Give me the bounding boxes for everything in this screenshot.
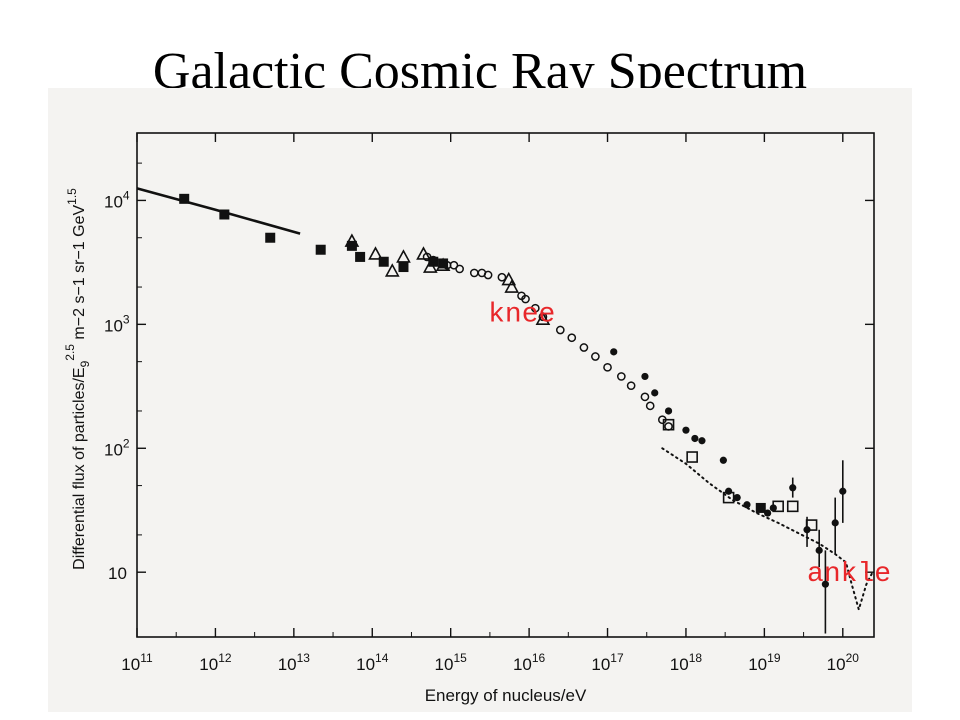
data-point-open-square xyxy=(772,500,784,513)
data-point-open-circle xyxy=(483,270,493,280)
x-tick-label: 1019 xyxy=(748,651,781,674)
data-point-filled-square xyxy=(378,256,389,267)
annotation-knee: knee xyxy=(488,300,555,331)
data-point-filled-square xyxy=(355,251,366,262)
x-tick-label: 1013 xyxy=(278,651,311,674)
data-point-open-triangle xyxy=(435,257,451,272)
x-tick-label: 1016 xyxy=(513,651,546,674)
data-point-filled-circle xyxy=(789,484,797,492)
data-point-filled-circle xyxy=(743,501,751,509)
data-point-filled-circle xyxy=(610,348,618,356)
data-point-filled-circle xyxy=(733,493,741,502)
data-point-open-square xyxy=(805,519,818,531)
data-point-filled-square xyxy=(179,193,190,204)
data-point-open-circle xyxy=(616,372,626,381)
annotation-ankle: ankle xyxy=(807,559,891,590)
data-point-filled-square xyxy=(755,502,766,513)
data-point-filled-square xyxy=(438,258,449,269)
data-point-open-square xyxy=(686,451,698,463)
data-point-filled-circle xyxy=(764,509,772,517)
x-tick-label: 1020 xyxy=(827,651,860,674)
data-point-open-circle xyxy=(640,392,650,402)
data-point-filled-square xyxy=(315,244,326,255)
data-point-open-circle xyxy=(455,264,464,274)
y-tick-label: 104 xyxy=(104,188,130,211)
data-point-filled-circle xyxy=(641,372,649,381)
data-point-open-triangle xyxy=(396,249,411,263)
data-point-filled-circle xyxy=(691,434,699,443)
y-axis-label: Differential flux of particles/E92.5 m−2… xyxy=(63,188,92,570)
data-point-filled-circle xyxy=(698,437,706,445)
data-point-filled-circle xyxy=(725,487,733,495)
data-point-open-circle xyxy=(521,294,530,304)
x-tick-label: 1014 xyxy=(356,651,389,674)
data-point-open-circle xyxy=(626,381,636,391)
data-point-open-triangle xyxy=(344,233,360,247)
data-point-open-circle xyxy=(591,352,600,361)
data-point-filled-square xyxy=(428,256,439,267)
data-point-open-square xyxy=(786,500,799,513)
data-point-open-circle xyxy=(530,303,540,313)
data-point-filled-circle xyxy=(831,519,839,527)
data-point-open-triangle xyxy=(384,263,400,277)
data-point-open-triangle xyxy=(504,279,520,293)
data-point-filled-square xyxy=(265,232,276,243)
x-tick-label: 1015 xyxy=(435,651,468,674)
x-tick-label: 1011 xyxy=(121,651,153,674)
data-point-open-circle xyxy=(538,312,548,322)
y-tick-label: 102 xyxy=(104,436,130,459)
data-point-open-square xyxy=(722,491,735,504)
data-point-filled-circle xyxy=(839,487,847,495)
data-points xyxy=(179,193,847,634)
data-point-open-circle xyxy=(567,333,577,343)
data-point-filled-square xyxy=(219,209,230,220)
x-tick-label: 1017 xyxy=(591,651,624,674)
data-point-open-circle xyxy=(469,268,479,278)
data-point-filled-circle xyxy=(664,407,673,415)
data-point-open-circle xyxy=(645,401,655,411)
data-point-open-circle xyxy=(497,272,507,282)
y-tick-label: 103 xyxy=(104,312,130,335)
data-point-filled-circle xyxy=(815,546,823,554)
data-point-open-square xyxy=(662,418,675,431)
data-point-filled-circle xyxy=(821,580,829,588)
data-point-open-triangle xyxy=(422,259,438,273)
data-point-filled-circle xyxy=(719,456,727,464)
x-axis-label: Energy of nucleus/eV xyxy=(425,686,587,705)
x-tick-label: 1018 xyxy=(670,651,703,674)
spectrum-fit-curve xyxy=(136,187,301,235)
figure-panel xyxy=(48,88,912,712)
x-tick-label: 1012 xyxy=(199,651,232,674)
plot-frame xyxy=(136,132,875,638)
data-point-filled-square xyxy=(398,262,409,273)
data-point-open-circle xyxy=(579,343,589,352)
data-point-open-circle xyxy=(428,255,438,265)
data-point-open-circle xyxy=(555,325,565,335)
data-point-open-circle xyxy=(603,362,612,372)
data-point-filled-circle xyxy=(651,389,659,397)
data-point-open-triangle xyxy=(368,246,383,260)
data-point-filled-circle xyxy=(682,426,690,434)
y-tick-label: 10 xyxy=(108,564,127,583)
